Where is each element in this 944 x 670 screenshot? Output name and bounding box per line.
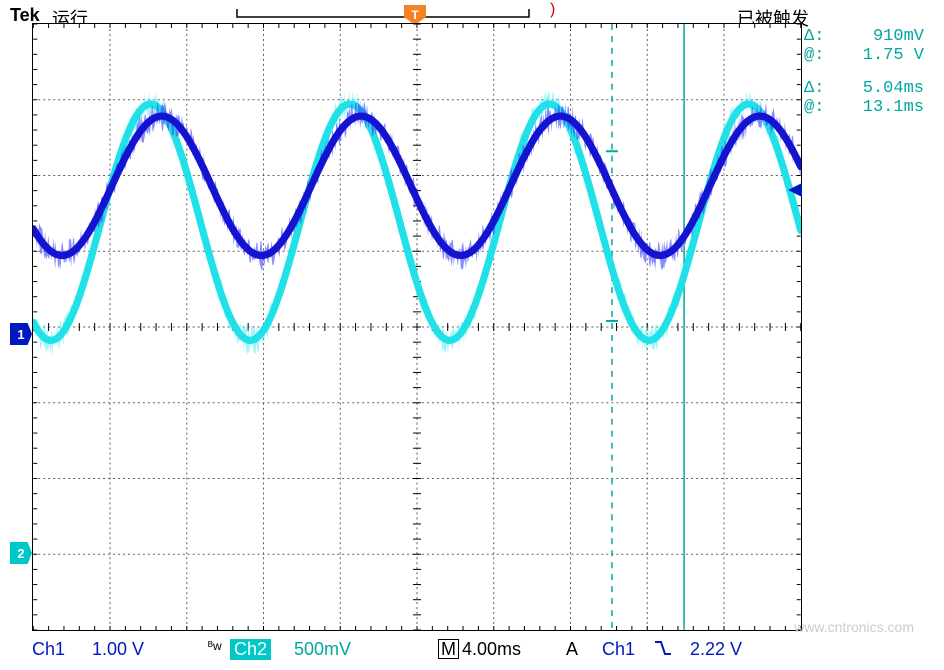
watermark: www.cntronics.com (794, 619, 914, 635)
trig-source: Ch1 (602, 639, 635, 660)
bottom-info-bar: Ch1 1.00 V ᴮᴡ Ch2 500mV M 4.00ms A Ch1 2… (10, 639, 934, 665)
meas-delta-t-value: 5.04ms (863, 79, 924, 98)
timebase-label: M (438, 639, 459, 659)
acquisition-bracket (235, 9, 531, 19)
ch2-label: Ch2 (230, 639, 271, 660)
bw-icon: ᴮᴡ (208, 639, 222, 653)
meas-delta-v-label: Δ: (804, 27, 824, 46)
ch2-ground-marker: 2 (10, 542, 32, 564)
meas-at-v-value: 1.75 V (863, 46, 924, 65)
ch1-label: Ch1 (32, 639, 65, 660)
falling-edge-icon (654, 639, 672, 662)
timebase-value: 4.00ms (462, 639, 521, 660)
waveform-display (32, 23, 802, 631)
meas-delta-t-label: Δ: (804, 79, 824, 98)
ch1-scale: 1.00 V (92, 639, 144, 660)
trigger-level-arrow (788, 183, 802, 197)
waveform-svg (33, 24, 801, 630)
meas-at-t-value: 13.1ms (863, 98, 924, 117)
top-bar: Tek 运行 ) 已被触发 (10, 5, 934, 25)
meas-delta-v-value: 910mV (873, 27, 924, 46)
meas-at-v-label: @: (804, 46, 824, 65)
red-marker: ) (550, 1, 555, 19)
acq-label: A (566, 639, 578, 660)
meas-at-t-label: @: (804, 98, 824, 117)
ch2-scale: 500mV (294, 639, 351, 660)
cursor-measurements: Δ: 910mV @: 1.75 V Δ: 5.04ms @: 13.1ms (804, 27, 924, 131)
trig-level: 2.22 V (690, 639, 742, 660)
ch1-ground-marker: 1 (10, 323, 32, 345)
